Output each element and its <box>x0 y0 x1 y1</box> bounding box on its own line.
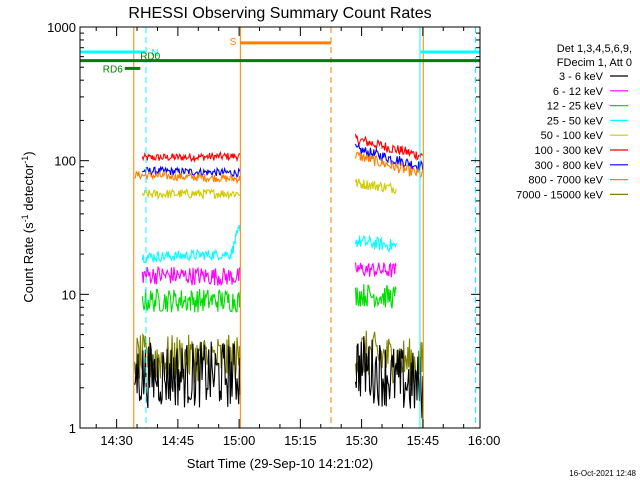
x-tick-label-6: 16:00 <box>468 433 501 448</box>
legend: Det 1,3,4,5,6,9, FDecim 1, Att 0 3 - 6 k… <box>516 43 632 201</box>
marker-layer <box>79 27 477 428</box>
legend-label-7: 800 - 7000 keV <box>528 175 603 187</box>
legend-label-0: 3 - 6 keV <box>559 71 604 83</box>
x-tick-label-3: 15:15 <box>284 433 317 448</box>
x-tick-label-5: 15:45 <box>407 433 440 448</box>
series-6-segment-1 <box>354 284 397 309</box>
series-layer <box>134 133 424 419</box>
legend-label-6: 300 - 800 keV <box>535 160 604 172</box>
legend-entries: 3 - 6 keV 6 - 12 keV 12 - 25 keV 25 - 50 ke… <box>516 71 628 201</box>
legend-label-5: 100 - 300 keV <box>535 145 604 157</box>
series-0-segment-1 <box>354 133 424 161</box>
x-tick-label-2: 15:00 <box>223 433 256 448</box>
y-axis-label: Count Rate (s-1 detector-1) <box>20 151 36 302</box>
x-tick-label-0: 14:30 <box>100 433 133 448</box>
legend-label-2: 12 - 25 keV <box>547 101 604 113</box>
series-8-segment-0 <box>134 341 241 409</box>
axis-layer: 1 10 100 1000 14:30 14:45 15:00 15:15 15:30 15:45… <box>47 20 500 448</box>
legend-label-3: 25 - 50 keV <box>547 115 604 127</box>
footer-timestamp: 16-Oct-2021 12:48 <box>569 469 636 478</box>
legend-label-4: 50 - 100 keV <box>541 130 604 142</box>
y-tick-label-3: 1000 <box>47 20 76 35</box>
legend-header-decimation: FDecim 1, Att 0 <box>557 57 632 69</box>
series-2-segment-0 <box>134 170 241 185</box>
y-tick-label-0: 1 <box>69 421 76 436</box>
series-4-segment-1 <box>230 224 241 259</box>
y-tick-label-2: 100 <box>54 154 76 169</box>
state-label-s: S <box>230 37 237 48</box>
series-5-segment-0 <box>141 265 241 287</box>
y-tick-label-1: 10 <box>62 287 76 302</box>
series-1-segment-0 <box>141 165 241 178</box>
x-tick-label-1: 14:45 <box>162 433 195 448</box>
series-5-segment-1 <box>354 262 397 278</box>
state-label-n: N <box>151 48 158 59</box>
series-0-segment-0 <box>141 150 241 164</box>
series-7-segment-1 <box>354 330 424 386</box>
series-2-segment-1 <box>354 151 424 179</box>
series-4-segment-0 <box>141 247 232 264</box>
legend-label-8: 7000 - 15000 keV <box>516 189 604 201</box>
state-label-rd0: RD0 <box>140 52 160 63</box>
state-label-rd6: RD6 <box>103 64 123 75</box>
series-3-segment-0 <box>141 188 241 201</box>
series-3-segment-1 <box>354 178 397 195</box>
series-4-segment-2 <box>354 234 397 253</box>
x-axis-label: Start Time (29-Sep-10 14:21:02) <box>187 456 373 471</box>
series-6-segment-0 <box>141 288 241 313</box>
chart-title: RHESSI Observing Summary Count Rates <box>128 5 431 22</box>
x-tick-label-4: 15:30 <box>345 433 378 448</box>
legend-header-detectors: Det 1,3,4,5,6,9, <box>557 43 632 55</box>
series-8-segment-1 <box>354 336 424 419</box>
legend-label-1: 6 - 12 keV <box>553 86 604 98</box>
